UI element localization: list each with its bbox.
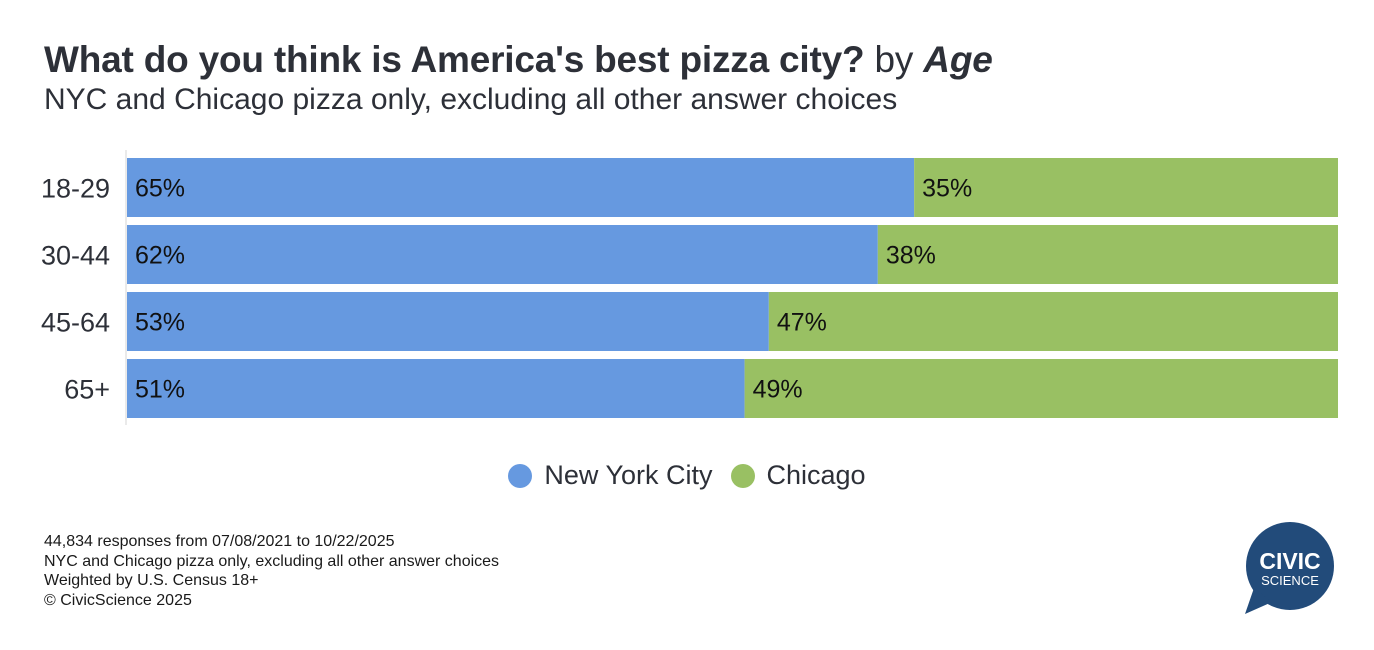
footnote-copyright: © CivicScience 2025 <box>44 591 192 609</box>
data-label-chicago-18-29: 35% <box>922 175 972 203</box>
data-label-new-york-city-65plus: 51% <box>135 376 185 404</box>
data-label-chicago-65plus: 49% <box>753 376 803 404</box>
footnote-weighting: Weighted by U.S. Census 18+ <box>44 572 259 589</box>
bar-new-york-city-30-44 <box>127 225 878 284</box>
bar-chicago-18-29 <box>914 158 1338 217</box>
y-tick-label-18-29: 18-29 <box>41 174 110 204</box>
chart-title-dimension: Age <box>923 39 993 80</box>
data-label-new-york-city-30-44: 62% <box>135 242 185 270</box>
chart-subtitle: NYC and Chicago pizza only, excluding al… <box>44 83 898 116</box>
footnote-filter: NYC and Chicago pizza only, excluding al… <box>44 552 500 570</box>
bar-new-york-city-45-64 <box>127 292 769 351</box>
legend-item-chicago: Chicago <box>730 460 866 491</box>
bar-chicago-65plus <box>744 359 1338 418</box>
footnote-responses: 44,834 responses from 07/08/2021 to 10/2… <box>44 533 395 550</box>
y-tick-label-45-64: 45-64 <box>41 308 110 338</box>
bar-new-york-city-65plus <box>127 359 745 418</box>
data-label-new-york-city-45-64: 53% <box>135 309 185 337</box>
data-label-chicago-30-44: 38% <box>886 242 936 270</box>
legend-label-new-york-city: New York City <box>544 460 713 490</box>
stacked-bar-chart: 18-29 65% 35% 30-44 62% 38% 45-64 53% 47% 65+ 51% 4… <box>41 150 1338 425</box>
bar-new-york-city-18-29 <box>127 158 915 217</box>
legend-item-new-york-city: New York City <box>508 460 713 491</box>
logo-text-civic: CIVIC <box>1259 548 1320 574</box>
data-label-new-york-city-18-29: 65% <box>135 175 185 203</box>
bar-chicago-30-44 <box>877 225 1338 284</box>
chart-title-main: What do you think is America's best pizz… <box>44 39 865 80</box>
legend-label-chicago: Chicago <box>766 460 866 490</box>
civicscience-logo: CIVIC SCIENCE <box>1245 522 1334 614</box>
y-tick-label-30-44: 30-44 <box>41 241 110 271</box>
chart-title: What do you think is America's best pizz… <box>44 38 993 82</box>
chart-title-by: by <box>874 39 914 80</box>
chart-legend: New York City Chicago <box>0 460 1374 491</box>
legend-swatch-new-york-city <box>508 463 533 488</box>
bar-chicago-45-64 <box>768 292 1338 351</box>
data-label-chicago-45-64: 47% <box>777 309 827 337</box>
y-tick-label-65plus: 65+ <box>64 375 110 405</box>
footnotes: 44,834 responses from 07/08/2021 to 10/2… <box>44 532 499 610</box>
legend-swatch-chicago <box>730 463 755 488</box>
logo-text-science: SCIENCE <box>1261 573 1319 588</box>
